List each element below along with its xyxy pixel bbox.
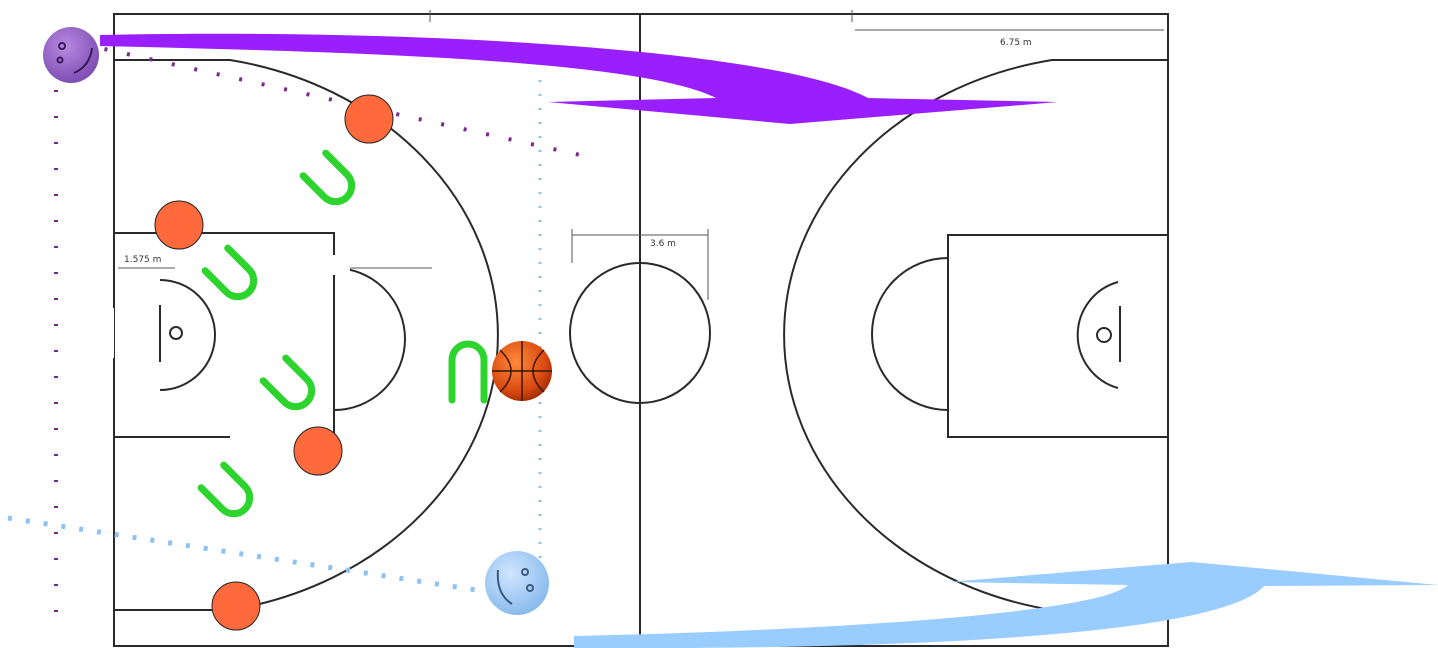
left-free-throw-semicircle (333, 267, 406, 411)
purple-movement-paths (54, 42, 581, 630)
erase-patch (100, 308, 114, 358)
left-lane-dimension-label: 1.575 m (124, 255, 161, 265)
defenders (154, 94, 394, 631)
purple-diagonal-dotted-path (81, 42, 581, 157)
blue-movement-paths (7, 80, 542, 599)
u-shaped-screen-icon (201, 244, 258, 301)
right-restricted-arc (1076, 281, 1119, 389)
defender-lower (293, 426, 343, 476)
u-shaped-screen-icon (448, 340, 488, 404)
right-key (947, 234, 1169, 438)
left-hoop (169, 326, 183, 340)
smiley-face-icon (43, 27, 99, 83)
left-three-point-arc (114, 59, 499, 611)
blue-diagonal-dashed-path (7, 515, 516, 599)
u-shaped-screen-icon (299, 149, 356, 206)
erase-patches (100, 190, 400, 440)
right-three-dimension-label: 6.75 m (1000, 38, 1032, 48)
screens (197, 149, 488, 518)
left-restricted-arc (159, 279, 216, 391)
u-shaped-screen-icon (259, 354, 316, 411)
right-hoop (1096, 327, 1112, 343)
blue-pass-arrow (574, 562, 1438, 648)
defender-left (154, 200, 204, 250)
center-circle-dimension-label: 3.6 m (650, 239, 676, 249)
basketball-icon (492, 341, 552, 401)
u-shaped-screen-icon (197, 461, 254, 518)
smiley-face-icon (485, 551, 549, 615)
center-circle (569, 262, 711, 404)
defender-top (344, 94, 394, 144)
purple-pass-arrow (100, 33, 1058, 125)
defender-bottom (211, 581, 261, 631)
right-free-throw-semicircle (871, 257, 949, 411)
